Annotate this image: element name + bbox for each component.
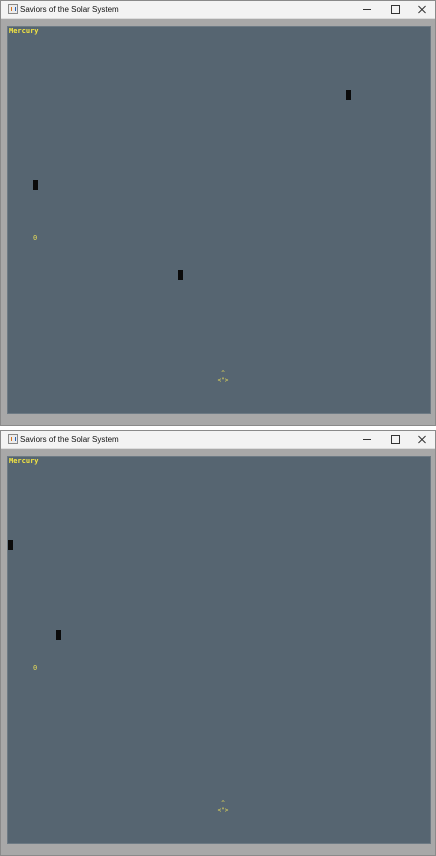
java-app-icon <box>8 434 18 444</box>
game-field[interactable]: Mercury 0 ^ <"> <box>7 26 431 414</box>
enemy-block <box>8 540 13 550</box>
game-window-1: Saviors of the Solar System Mercury 0 ^ <… <box>0 0 436 426</box>
enemy-block <box>346 90 351 100</box>
close-icon[interactable] <box>408 1 436 18</box>
player-ship: ^ <"> <box>212 800 234 814</box>
ship-top-glyph: ^ <box>221 370 225 377</box>
maximize-icon[interactable] <box>381 431 409 448</box>
title-bar[interactable]: Saviors of the Solar System <box>1 1 435 19</box>
score-counter: 0 <box>33 664 38 672</box>
enemy-block <box>56 630 61 640</box>
player-ship: ^ <"> <box>212 370 234 384</box>
enemy-block <box>178 270 183 280</box>
minimize-icon[interactable] <box>353 431 381 448</box>
window-title: Saviors of the Solar System <box>20 5 119 14</box>
planet-label: Mercury <box>9 27 39 35</box>
ship-bottom-glyph: <"> <box>217 807 229 814</box>
window-title: Saviors of the Solar System <box>20 435 119 444</box>
ship-bottom-glyph: <"> <box>217 377 229 384</box>
score-counter: 0 <box>33 234 38 242</box>
enemy-block <box>33 180 38 190</box>
minimize-icon[interactable] <box>353 1 381 18</box>
planet-label: Mercury <box>9 457 39 465</box>
close-icon[interactable] <box>408 431 436 448</box>
ship-top-glyph: ^ <box>221 800 225 807</box>
title-bar[interactable]: Saviors of the Solar System <box>1 431 435 449</box>
game-field[interactable]: Mercury 0 ^ <"> <box>7 456 431 844</box>
java-app-icon <box>8 4 18 14</box>
game-window-2: Saviors of the Solar System Mercury 0 ^ <… <box>0 430 436 856</box>
maximize-icon[interactable] <box>381 1 409 18</box>
